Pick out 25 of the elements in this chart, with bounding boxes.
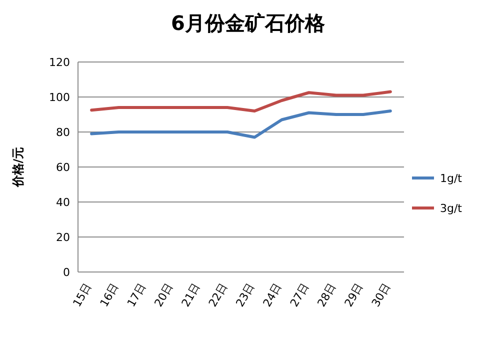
x-tick-label: 20日 [152,281,176,310]
x-tick-label: 27日 [288,281,312,310]
y-tick-label: 40 [56,196,70,209]
chart-title: 6月份金矿石价格 [171,11,326,35]
x-tick-label: 17日 [124,281,149,310]
line-series [90,110,392,139]
legend-label: 1g/t [440,172,463,185]
line-series [90,90,392,112]
y-tick-label: 0 [63,266,70,279]
y-axis-title: 价格/元 [11,146,25,188]
y-tick-label: 80 [56,126,70,139]
y-tick-label: 20 [56,231,70,244]
x-tick-label: 15日 [70,281,94,310]
y-tick-label: 100 [49,91,70,104]
x-tick-label: 30日 [369,281,394,310]
y-tick-label: 60 [56,161,70,174]
x-tick-label: 24日 [260,281,284,310]
y-tick-label: 120 [49,56,70,69]
x-tick-label: 16日 [98,281,122,310]
x-tick-label: 21日 [179,281,203,310]
x-tick-label: 22日 [206,281,230,310]
x-tick-label: 29日 [342,281,366,310]
legend-label: 3g/t [440,202,463,215]
x-tick-label: 28日 [314,281,339,310]
x-tick-label: 23日 [233,281,258,310]
